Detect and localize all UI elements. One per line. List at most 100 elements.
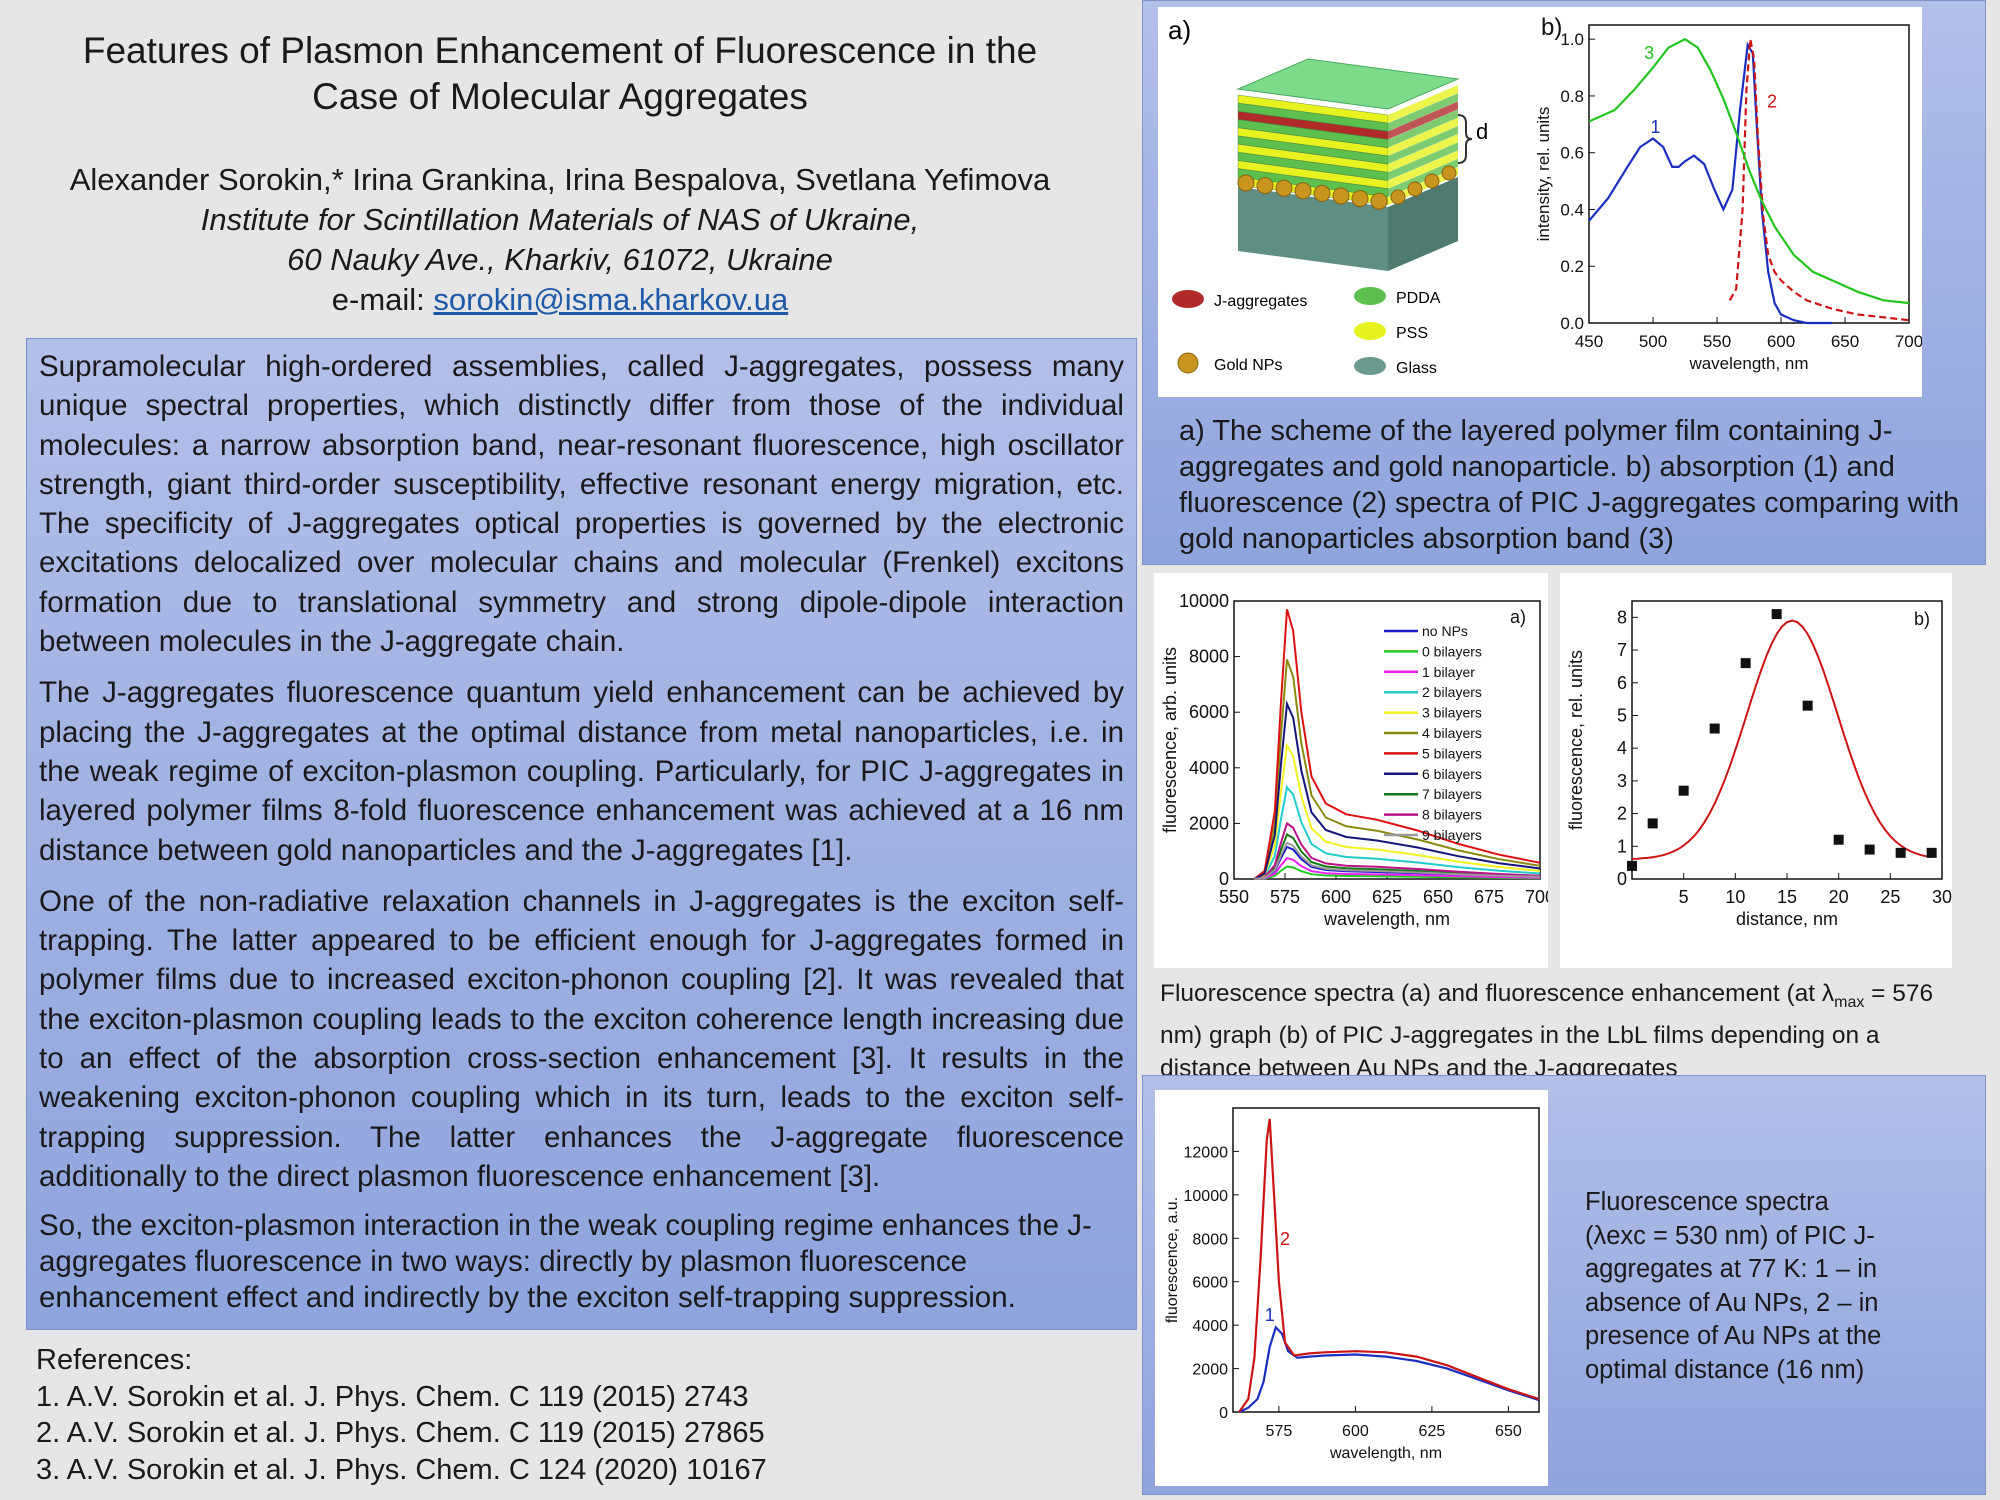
reference-2: 2. A.V. Sorokin et al. J. Phys. Chem. C … <box>36 1417 765 1449</box>
film-layer-side <box>1388 101 1458 140</box>
legend-label: 4 bilayers <box>1422 725 1482 741</box>
legend-pdda: PDDA <box>1396 290 1441 307</box>
gold-nanoparticle <box>1370 192 1388 210</box>
figure-3-box: 575 600 625 650 0 2000 4000 6000 8000 10000 12000 w… <box>1142 1075 1986 1495</box>
email-link[interactable]: sorokin@isma.kharkov.ua <box>433 282 789 317</box>
film-layer-side <box>1388 158 1458 197</box>
abstract-box: Supramolecular high-ordered assemblies, … <box>26 338 1137 1330</box>
y-tick-label: 12000 <box>1184 1144 1229 1161</box>
x-tick-label: 675 <box>1474 887 1504 907</box>
data-point <box>1833 834 1844 845</box>
title-line-1: Features of Plasmon Enhancement of Fluor… <box>82 30 1038 71</box>
pdda-legend-swatch <box>1354 287 1386 305</box>
x-tick-label: 15 <box>1777 887 1797 907</box>
series-3-label: 3 <box>1644 43 1654 63</box>
jagg-legend-swatch <box>1172 290 1204 308</box>
x-tick-label: 20 <box>1829 887 1849 907</box>
figure-1a-scheme: a) d J-aggregates Gold NPs PDDA PSS Glas… <box>1158 7 1532 397</box>
y-axis-label: intensity, rel. units <box>1534 107 1553 242</box>
legend-label: 8 bilayers <box>1422 807 1482 823</box>
data-point <box>1864 844 1875 855</box>
legend-jagg: J-aggregates <box>1214 293 1307 310</box>
y-axis-label: fluorescence, rel. units <box>1566 650 1586 830</box>
film-layer-side <box>1388 85 1458 123</box>
poster-title: Features of Plasmon Enhancement of Fluor… <box>30 28 1090 120</box>
layered-film-scheme: a) d J-aggregates Gold NPs PDDA PSS Glas… <box>1168 15 1488 377</box>
y-tick-label: 5 <box>1617 705 1627 725</box>
x-tick-label: 650 <box>1423 887 1453 907</box>
abstract-paragraph-1: Supramolecular high-ordered assemblies, … <box>39 350 1124 659</box>
x-tick-label: 600 <box>1321 887 1351 907</box>
film-layer-side <box>1388 93 1458 132</box>
references-heading: References: <box>36 1344 193 1376</box>
legend-label: 2 bilayers <box>1422 684 1482 700</box>
x-tick-label: 5 <box>1679 887 1689 907</box>
film-layer-side <box>1388 109 1458 148</box>
y-tick-label: 10000 <box>1184 1188 1229 1205</box>
y-tick-label: 0 <box>1219 869 1229 889</box>
series-8-bilayers <box>1254 821 1541 880</box>
series-2 <box>1728 38 1910 322</box>
pss-legend-swatch <box>1354 322 1386 340</box>
film-layer-side <box>1388 150 1458 189</box>
legend-gold: Gold NPs <box>1214 357 1282 374</box>
y-tick-label: 1.0 <box>1560 30 1584 49</box>
y-axis-label: fluorescence, a.u. <box>1164 1197 1181 1323</box>
gold-nanoparticle <box>1275 179 1293 197</box>
figure-3-caption: Fluorescence spectra (λexc = 530 nm) of … <box>1585 1188 1882 1384</box>
series-6-bilayers <box>1253 700 1541 880</box>
legend-label: 3 bilayers <box>1422 705 1482 721</box>
series-2-label: 2 <box>1280 1229 1290 1249</box>
y-tick-label: 3 <box>1617 771 1627 791</box>
series-1 <box>1238 1325 1540 1413</box>
fit-curve <box>1631 619 1932 860</box>
figure-2-box: 5505756006256506757000200040006000800010… <box>1142 567 1986 1082</box>
figure-2a-chart: 550 575 600 625 650 675 700 0 2000 4000 6000 8000 10… <box>1154 573 1555 968</box>
x-tick-label: 700 <box>1525 887 1548 907</box>
abstract-paragraph-3: One of the non-radiative relaxation chan… <box>39 884 1124 1193</box>
reference-3: 3. A.V. Sorokin et al. J. Phys. Chem. C … <box>36 1453 767 1486</box>
x-tick-label: 500 <box>1639 332 1667 351</box>
chart-fig3: 575 600 625 650 0 2000 4000 6000 8000 10000 12000 w… <box>1164 1107 1540 1462</box>
lambda-max-subscript: max <box>1834 993 1865 1011</box>
x-tick-label: 550 <box>1703 332 1731 351</box>
legend-label: 6 bilayers <box>1422 766 1482 782</box>
x-tick-label: 575 <box>1266 1423 1293 1440</box>
abstract-paragraph-2: The J-aggregates fluorescence quantum yi… <box>39 676 1124 867</box>
x-tick-label: 10 <box>1725 887 1745 907</box>
y-tick-label: 0 <box>1617 869 1627 889</box>
y-tick-label: 0.8 <box>1560 87 1584 106</box>
data-point <box>1802 700 1813 711</box>
x-axis-label: wavelength, nm <box>1323 909 1450 929</box>
chart-fig2a: 550 575 600 625 650 675 700 0 2000 4000 6000 8000 10… <box>1160 591 1555 929</box>
references: References: 1. A.V. Sorokin et al. J. Ph… <box>36 1342 1096 1488</box>
series-2-label: 2 <box>1767 91 1777 111</box>
gold-nanoparticle <box>1256 177 1274 195</box>
author-names: Alexander Sorokin,* Irina Grankina, Irin… <box>69 162 1051 197</box>
legend-label: 9 bilayers <box>1422 827 1482 843</box>
x-axis-label: distance, nm <box>1736 909 1838 929</box>
y-tick-label: 8000 <box>1189 647 1229 667</box>
chart-fig2b: 5 10 15 20 25 30 0 1 2 3 4 5 6 7 8 distance, nm fluoresc… <box>1566 600 1952 929</box>
y-tick-label: 8 <box>1617 607 1627 627</box>
author-block: Alexander Sorokin,* Irina Grankina, Irin… <box>30 160 1090 320</box>
film-layer-side <box>1388 142 1458 181</box>
data-point <box>1627 860 1637 871</box>
y-tick-label: 4 <box>1617 738 1627 758</box>
plot-frame <box>1232 1107 1540 1413</box>
legend-label: no NPs <box>1422 623 1468 639</box>
abstract-paragraph-4: So, the exciton-plasmon interaction in t… <box>39 1209 1092 1315</box>
y-tick-label: 8000 <box>1192 1231 1228 1248</box>
film-layer-side <box>1388 134 1458 173</box>
y-tick-label: 4000 <box>1192 1318 1228 1335</box>
series-3-bilayers <box>1254 742 1541 880</box>
gold-nanoparticle <box>1424 173 1440 189</box>
gold-nanoparticle <box>1441 165 1457 181</box>
legend-label: 0 bilayers <box>1422 643 1482 659</box>
y-tick-label: 6000 <box>1192 1275 1228 1292</box>
x-tick-label: 450 <box>1575 332 1603 351</box>
data-point <box>1647 818 1658 829</box>
series-1-label: 1 <box>1265 1305 1275 1325</box>
film-layer-side <box>1388 167 1458 205</box>
legend-label: 7 bilayers <box>1422 786 1482 802</box>
